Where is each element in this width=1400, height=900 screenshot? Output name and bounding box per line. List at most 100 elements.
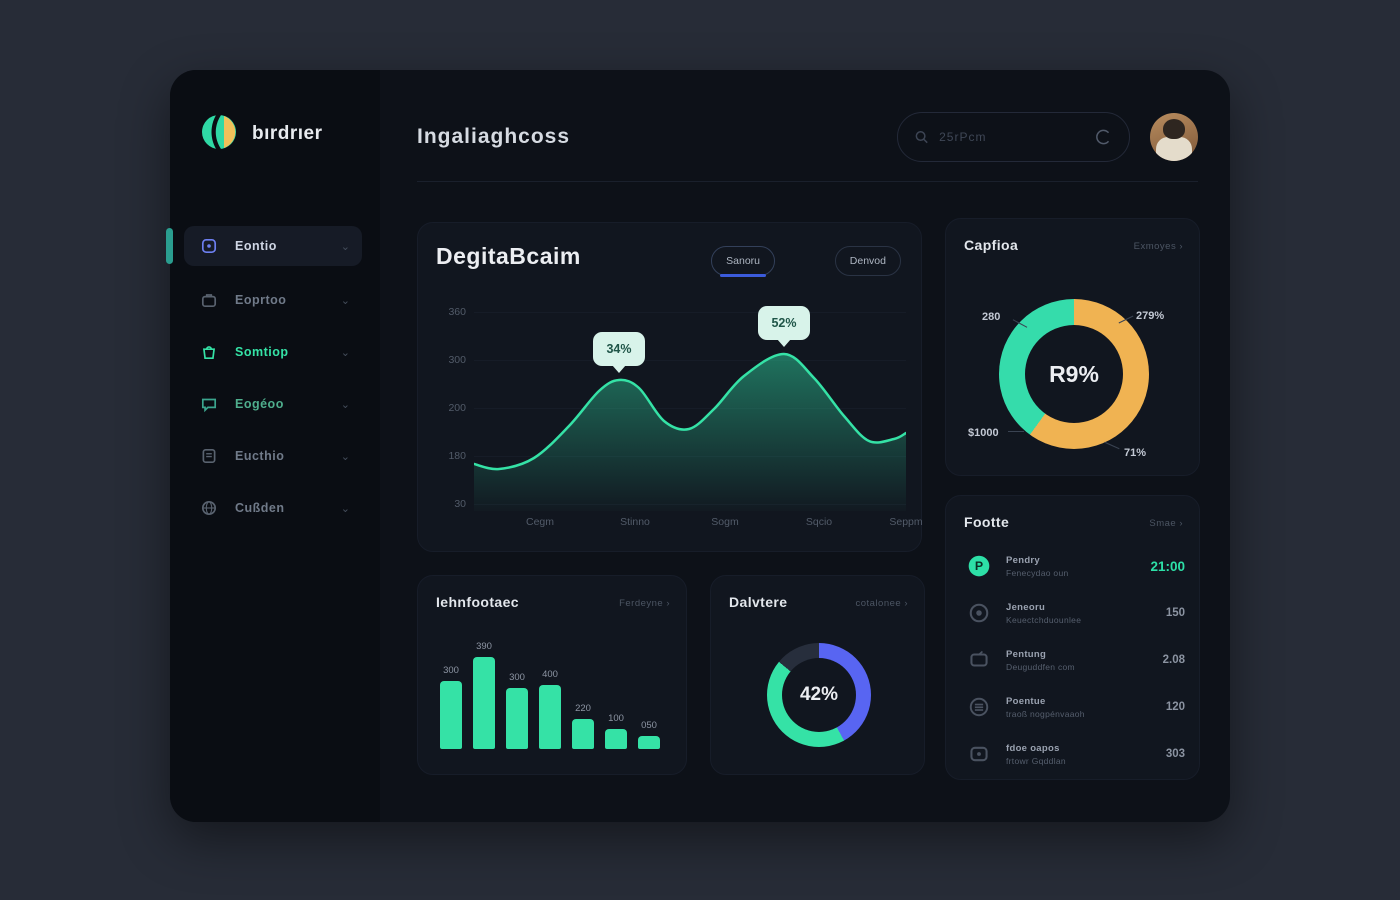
app-window: bırdrıer Eontio ⌄ Eoprtoo ⌄ Somtiop ⌄ Eogéoo ⌄ E… <box>166 70 1230 822</box>
bar-value-label: 390 <box>476 641 492 652</box>
activity-row-title: Jeneoru <box>1006 601 1046 613</box>
page-title: Ingaliaghcoss <box>417 125 571 148</box>
bar-chart-title: Iehnfootaec <box>436 594 519 610</box>
activity-title: Footte <box>964 514 1010 530</box>
sidebar-item-somtiop[interactable]: Somtiop ⌄ <box>184 332 362 372</box>
activity-row-0[interactable]: P Pendry Fenecydao oun 21:00 <box>962 546 1185 586</box>
search-input[interactable] <box>939 130 1095 144</box>
sidebar: bırdrıer Eontio ⌄ Eoprtoo ⌄ Somtiop ⌄ Eogéoo ⌄ E… <box>166 70 380 822</box>
area-fill <box>474 353 906 511</box>
gridline <box>474 408 906 409</box>
bar-chart-link[interactable]: Ferdeyne › <box>619 598 670 609</box>
activity-row-value: 2.08 <box>1162 654 1185 666</box>
callout-line <box>1008 431 1024 432</box>
sidebar-item-eogéoo[interactable]: Eogéoo ⌄ <box>184 384 362 424</box>
monitor-icon <box>962 643 996 677</box>
bar-value-label: 100 <box>608 713 624 724</box>
briefcase-icon <box>196 287 222 313</box>
y-axis-tick: 200 <box>448 402 466 414</box>
bar-5 <box>605 729 627 749</box>
y-axis-tick: 30 <box>454 498 466 510</box>
y-axis-tick: 180 <box>448 450 466 462</box>
x-axis-tick: Seppm <box>889 516 923 528</box>
donut1-link[interactable]: Exmoyes › <box>1133 241 1183 252</box>
sidebar-item-eoprtoo[interactable]: Eoprtoo ⌄ <box>184 280 362 320</box>
bar-3 <box>539 685 561 749</box>
y-axis-tick: 360 <box>448 306 466 318</box>
x-axis-tick: Sqcio <box>805 516 833 528</box>
donut1-callout-top-right: 279% <box>1136 310 1165 322</box>
sidebar-item-cußden[interactable]: Cußden ⌄ <box>184 488 362 528</box>
gridline <box>474 312 906 313</box>
activity-link[interactable]: Smae › <box>1149 518 1183 529</box>
svg-text:P: P <box>975 559 983 573</box>
dashboard-icon <box>196 233 222 259</box>
donut2-title: Dalvtere <box>729 594 788 610</box>
avatar-head <box>1163 119 1185 139</box>
activity-row-4[interactable]: fdoe oapos frtowr Gqddlan 303 <box>962 734 1185 774</box>
header-divider <box>417 181 1198 182</box>
activity-row-value: 150 <box>1165 607 1185 619</box>
bar-0 <box>440 681 462 749</box>
chart-tooltip-0: 34% <box>593 332 645 373</box>
chevron-down-icon: ⌄ <box>340 450 350 463</box>
donut1-callout-bottom-left: $1000 <box>968 427 999 439</box>
sidebar-item-label: Eucthio <box>235 449 285 463</box>
chevron-down-icon: ⌄ <box>340 346 350 359</box>
disc-icon <box>962 596 996 630</box>
donut1-title: Capfioa <box>964 237 1019 253</box>
message-icon <box>962 737 996 771</box>
activity-row-title: Poentue <box>1006 695 1046 707</box>
activity-row-value: 303 <box>1165 748 1185 760</box>
activity-row-1[interactable]: Jeneoru Keuectchduounlee 150 <box>962 593 1185 633</box>
sidebar-item-label: Cußden <box>235 501 285 515</box>
donut-chart-capfioa <box>999 299 1149 449</box>
gridline <box>474 360 906 361</box>
active-accent-bar <box>166 228 173 264</box>
activity-text: Pendry Fenecydao oun <box>1006 555 1150 578</box>
brand-logo-icon <box>202 115 236 149</box>
sidebar-item-label: Eogéoo <box>235 397 284 411</box>
activity-row-title: Pendry <box>1006 554 1041 566</box>
bar-value-label: 400 <box>542 669 558 680</box>
donut2-link[interactable]: cotalonee › <box>855 598 908 609</box>
sidebar-item-label: Eoprtoo <box>235 293 287 307</box>
bar-2 <box>506 688 528 749</box>
activity-row-2[interactable]: Pentung Deuguddfen com 2.08 <box>962 640 1185 680</box>
bar-value-label: 300 <box>509 672 525 683</box>
donut1-center-label: R9% <box>1049 360 1099 387</box>
search-icon <box>915 131 928 144</box>
range-button-secondary[interactable]: Denvod <box>834 246 901 276</box>
card-donut-dalvtere: Dalvtere cotalonee › 42% <box>710 575 925 775</box>
activity-row-subtitle: Fenecydao oun <box>1006 567 1069 578</box>
activity-row-3[interactable]: Poentue traoß nogpénvaaoh 120 <box>962 687 1185 727</box>
bar-6 <box>638 736 660 749</box>
activity-row-subtitle: Deuguddfen com <box>1006 661 1075 672</box>
search-bar[interactable] <box>897 112 1130 162</box>
activity-row-subtitle: traoß nogpénvaaoh <box>1006 708 1085 719</box>
bar-value-label: 220 <box>575 703 591 714</box>
chevron-down-icon: ⌄ <box>340 240 350 253</box>
avatar[interactable] <box>1150 113 1198 161</box>
globe-icon <box>196 495 222 521</box>
activity-row-title: Pentung <box>1006 648 1047 660</box>
card-donut-capfioa: Capfioa Exmoyes › R9% 280 279% $1000 71% <box>945 218 1200 476</box>
sidebar-item-eontio[interactable]: Eontio ⌄ <box>184 226 362 266</box>
wallet-icon: P <box>962 549 996 583</box>
x-axis-tick: Stinno <box>620 516 650 528</box>
bag-icon <box>196 339 222 365</box>
card-bar-chart: Iehnfootaec Ferdeyne › 300 390 300 400 220 10… <box>417 575 687 775</box>
bar-value-label: 300 <box>443 665 459 676</box>
x-axis-tick: Sogm <box>711 516 739 528</box>
activity-row-title: fdoe oapos <box>1006 742 1060 754</box>
refresh-icon[interactable] <box>1094 127 1113 147</box>
brand-name: bırdrıer <box>252 123 323 144</box>
activity-text: fdoe oapos frtowr Gqddlan <box>1006 743 1166 766</box>
sidebar-item-eucthio[interactable]: Eucthio ⌄ <box>184 436 362 476</box>
range-button-primary[interactable]: Sanoru <box>711 246 775 277</box>
activity-row-value: 120 <box>1165 701 1185 713</box>
donut1-callout-top-left: 280 <box>982 311 1001 323</box>
bar-1 <box>473 657 495 749</box>
donut2-center-label: 42% <box>799 684 839 705</box>
bar-4 <box>572 719 594 749</box>
